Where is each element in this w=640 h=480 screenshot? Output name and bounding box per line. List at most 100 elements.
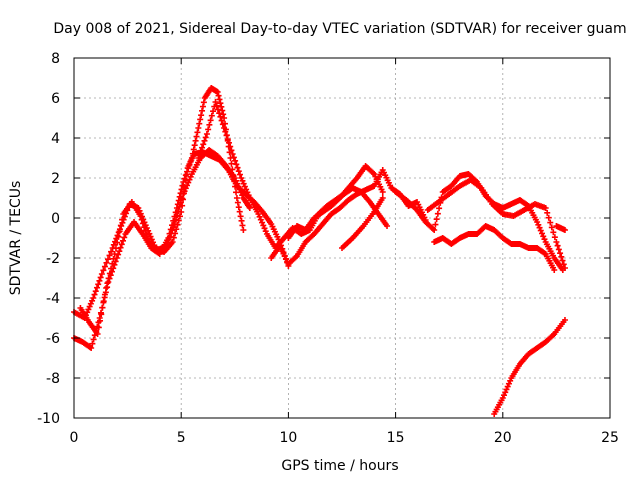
x-tick-label: 0 [70, 430, 79, 446]
data-point [111, 251, 118, 257]
x-tick-label: 5 [177, 430, 186, 446]
data-point [184, 168, 191, 175]
data-point [223, 132, 230, 139]
data-point [89, 340, 96, 347]
data-point [200, 141, 207, 148]
data-point [168, 230, 175, 237]
data-point [144, 235, 151, 242]
data-point [200, 99, 207, 106]
data-point [198, 112, 205, 119]
y-tick-label: -6 [46, 331, 60, 347]
data-point [240, 227, 247, 233]
x-tick-label: 10 [279, 430, 297, 446]
data-point [106, 252, 113, 259]
data-points [71, 85, 568, 417]
data-point [91, 291, 98, 298]
data-point [176, 203, 183, 210]
data-point [215, 92, 222, 99]
data-point [98, 311, 105, 318]
data-point [234, 164, 241, 171]
data-point [100, 267, 107, 274]
data-point [172, 216, 179, 223]
data-point [114, 239, 121, 246]
series-track-j [424, 177, 568, 271]
data-point [214, 106, 221, 113]
data-point [187, 158, 194, 165]
data-point [237, 213, 244, 220]
data-point [213, 102, 220, 109]
data-point [113, 255, 120, 261]
data-point [431, 227, 438, 233]
series-track-f [285, 163, 386, 241]
data-point [555, 246, 562, 253]
data-point [228, 147, 235, 154]
data-point [105, 275, 112, 282]
data-point [218, 117, 225, 124]
data-point [548, 224, 555, 231]
y-tick-label: 8 [51, 51, 60, 67]
x-tick-label: 25 [601, 430, 619, 446]
data-point [227, 143, 234, 150]
data-point [116, 228, 123, 235]
data-point [192, 137, 199, 144]
data-point [210, 108, 217, 115]
data-point [212, 99, 219, 105]
axis-ticks: 0 5 10 15 20 25 -10 -8 -6 -4 -2 0 2 4 6 8 [37, 51, 619, 446]
data-point [203, 131, 210, 137]
data-point [193, 133, 200, 140]
data-point [206, 121, 213, 128]
data-point [237, 171, 244, 178]
data-point [177, 199, 184, 206]
data-point [104, 280, 111, 287]
data-point [171, 221, 178, 227]
data-point [235, 168, 242, 175]
data-point [560, 261, 567, 268]
data-point [112, 245, 119, 252]
data-point [551, 267, 558, 273]
data-point [225, 139, 232, 146]
data-point [199, 103, 206, 110]
data-point [170, 234, 177, 241]
data-point [143, 231, 150, 238]
data-point [95, 324, 102, 331]
data-point [108, 265, 115, 272]
data-point [137, 213, 144, 219]
data-point [170, 224, 177, 231]
data-point [119, 216, 126, 223]
data-point [233, 161, 240, 168]
data-point [199, 144, 206, 151]
data-point [116, 248, 123, 255]
data-point [93, 284, 100, 291]
x-tick-label: 15 [387, 430, 405, 446]
data-point [118, 241, 125, 248]
data-point [185, 165, 192, 172]
data-point [95, 281, 102, 288]
data-point [195, 155, 202, 161]
data-point [101, 263, 108, 270]
data-point [550, 229, 557, 236]
data-point [90, 295, 97, 301]
data-point [545, 214, 552, 221]
data-point [207, 117, 214, 124]
data-point [197, 148, 204, 155]
data-point [219, 121, 226, 128]
y-tick-label: 2 [51, 171, 60, 187]
data-point [561, 317, 568, 323]
data-point [169, 227, 176, 234]
data-point [96, 277, 103, 284]
y-tick-label: 6 [51, 91, 60, 107]
data-point [234, 199, 241, 206]
chart-title: Day 008 of 2021, Sidereal Day-to-day VTE… [53, 21, 626, 37]
data-point [557, 250, 564, 257]
data-point [190, 146, 197, 153]
data-point [99, 304, 106, 311]
data-point [561, 227, 568, 233]
y-tick-label: -4 [46, 291, 60, 307]
data-point [169, 239, 176, 245]
data-point [559, 257, 566, 264]
series-track-l [491, 317, 568, 417]
data-point [196, 151, 203, 158]
series-track-h [392, 171, 566, 273]
data-point [179, 195, 186, 202]
